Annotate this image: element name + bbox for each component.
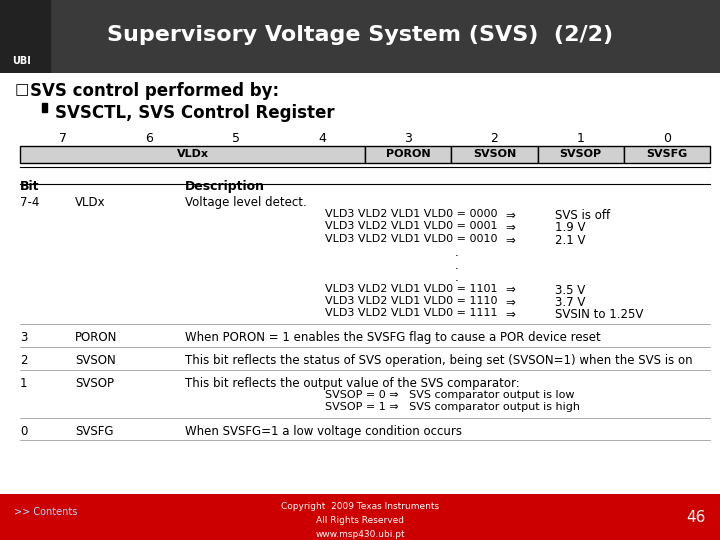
Bar	[538, 146, 624, 163]
Text: ⇒: ⇒	[505, 209, 515, 222]
Text: □: □	[15, 83, 30, 98]
Text: 3: 3	[404, 132, 412, 145]
Text: When PORON = 1 enables the SVSFG flag to cause a POR device reset: When PORON = 1 enables the SVSFG flag to…	[185, 332, 600, 345]
Text: 0: 0	[20, 425, 27, 438]
Text: VLD3 VLD2 VLD1 VLD0 = 0001: VLD3 VLD2 VLD1 VLD0 = 0001	[325, 221, 498, 231]
Text: All Rights Reserved: All Rights Reserved	[316, 516, 404, 525]
Text: SVSCTL, SVS Control Register: SVSCTL, SVS Control Register	[55, 104, 335, 122]
Text: SVS control performed by:: SVS control performed by:	[30, 83, 279, 100]
Text: Supervisory Voltage System (SVS)  (2/2): Supervisory Voltage System (SVS) (2/2)	[107, 25, 613, 45]
Text: 0: 0	[663, 132, 671, 145]
Text: 3: 3	[20, 332, 27, 345]
Text: This bit reflects the output value of the SVS comparator:: This bit reflects the output value of th…	[185, 377, 520, 390]
Bar	[451, 146, 538, 163]
Text: VLD3 VLD2 VLD1 VLD0 = 0000: VLD3 VLD2 VLD1 VLD0 = 0000	[325, 209, 498, 219]
Bar	[0, 0, 50, 73]
Text: PORON: PORON	[386, 149, 431, 159]
Text: SVSOP = 0 ⇒   SVS comparator output is low: SVSOP = 0 ⇒ SVS comparator output is low	[325, 390, 575, 400]
Text: When SVSFG=1 a low voltage condition occurs: When SVSFG=1 a low voltage condition occ…	[185, 425, 462, 438]
Bar	[365, 146, 451, 163]
Text: ⇒: ⇒	[505, 284, 515, 296]
Text: 1: 1	[577, 132, 585, 145]
Text: 2.1 V: 2.1 V	[555, 234, 585, 247]
Text: UBI: UBI	[12, 56, 31, 65]
Text: Bit: Bit	[20, 180, 40, 193]
Bar	[624, 146, 710, 163]
Text: PORON: PORON	[75, 332, 117, 345]
Text: SVS is off: SVS is off	[555, 209, 610, 222]
Text: This bit reflects the status of SVS operation, being set (SVSON=1) when the SVS : This bit reflects the status of SVS oper…	[185, 354, 693, 367]
Text: VLD3 VLD2 VLD1 VLD0 = 0010: VLD3 VLD2 VLD1 VLD0 = 0010	[325, 234, 498, 244]
Text: .: .	[455, 246, 459, 259]
Bar	[42, 103, 47, 112]
Text: Copyright  2009 Texas Instruments: Copyright 2009 Texas Instruments	[281, 502, 439, 511]
Text: 1: 1	[20, 377, 27, 390]
Text: 3.7 V: 3.7 V	[555, 296, 585, 309]
Text: 3.5 V: 3.5 V	[555, 284, 585, 296]
Text: 2: 2	[20, 354, 27, 367]
Text: SVSIN to 1.25V: SVSIN to 1.25V	[555, 308, 644, 321]
Text: VLDx: VLDx	[176, 149, 209, 159]
Text: 1.9 V: 1.9 V	[555, 221, 585, 234]
Bar	[20, 146, 365, 163]
Text: ⇒: ⇒	[505, 234, 515, 247]
Text: VLD3 VLD2 VLD1 VLD0 = 1101: VLD3 VLD2 VLD1 VLD0 = 1101	[325, 284, 498, 294]
Text: SVSON: SVSON	[75, 354, 116, 367]
Text: ⇒: ⇒	[505, 308, 515, 321]
Text: VLD3 VLD2 VLD1 VLD0 = 1110: VLD3 VLD2 VLD1 VLD0 = 1110	[325, 296, 498, 306]
Text: ⇒: ⇒	[505, 296, 515, 309]
Text: Voltage level detect.: Voltage level detect.	[185, 197, 307, 210]
Text: 4: 4	[318, 132, 326, 145]
Text: ⇒: ⇒	[505, 221, 515, 234]
Text: SVSON: SVSON	[473, 149, 516, 159]
Text: .: .	[455, 259, 459, 272]
Text: SVSFG: SVSFG	[647, 149, 688, 159]
Text: VLDx: VLDx	[75, 197, 106, 210]
Text: SVSOP: SVSOP	[75, 377, 114, 390]
Text: Description: Description	[185, 180, 265, 193]
Text: VLD3 VLD2 VLD1 VLD0 = 1111: VLD3 VLD2 VLD1 VLD0 = 1111	[325, 308, 498, 319]
Text: SVSFG: SVSFG	[75, 425, 114, 438]
Text: 46: 46	[686, 510, 706, 524]
Text: SVSOP = 1 ⇒   SVS comparator output is high: SVSOP = 1 ⇒ SVS comparator output is hig…	[325, 402, 580, 412]
Text: www.msp430.ubi.pt: www.msp430.ubi.pt	[315, 530, 405, 539]
Text: 5: 5	[232, 132, 240, 145]
Text: 7: 7	[59, 132, 67, 145]
Text: >> Contents: >> Contents	[14, 507, 78, 517]
Text: 6: 6	[145, 132, 153, 145]
Text: SVSOP: SVSOP	[559, 149, 602, 159]
Text: 7-4: 7-4	[20, 197, 40, 210]
Text: 2: 2	[490, 132, 498, 145]
Text: .: .	[455, 271, 459, 284]
